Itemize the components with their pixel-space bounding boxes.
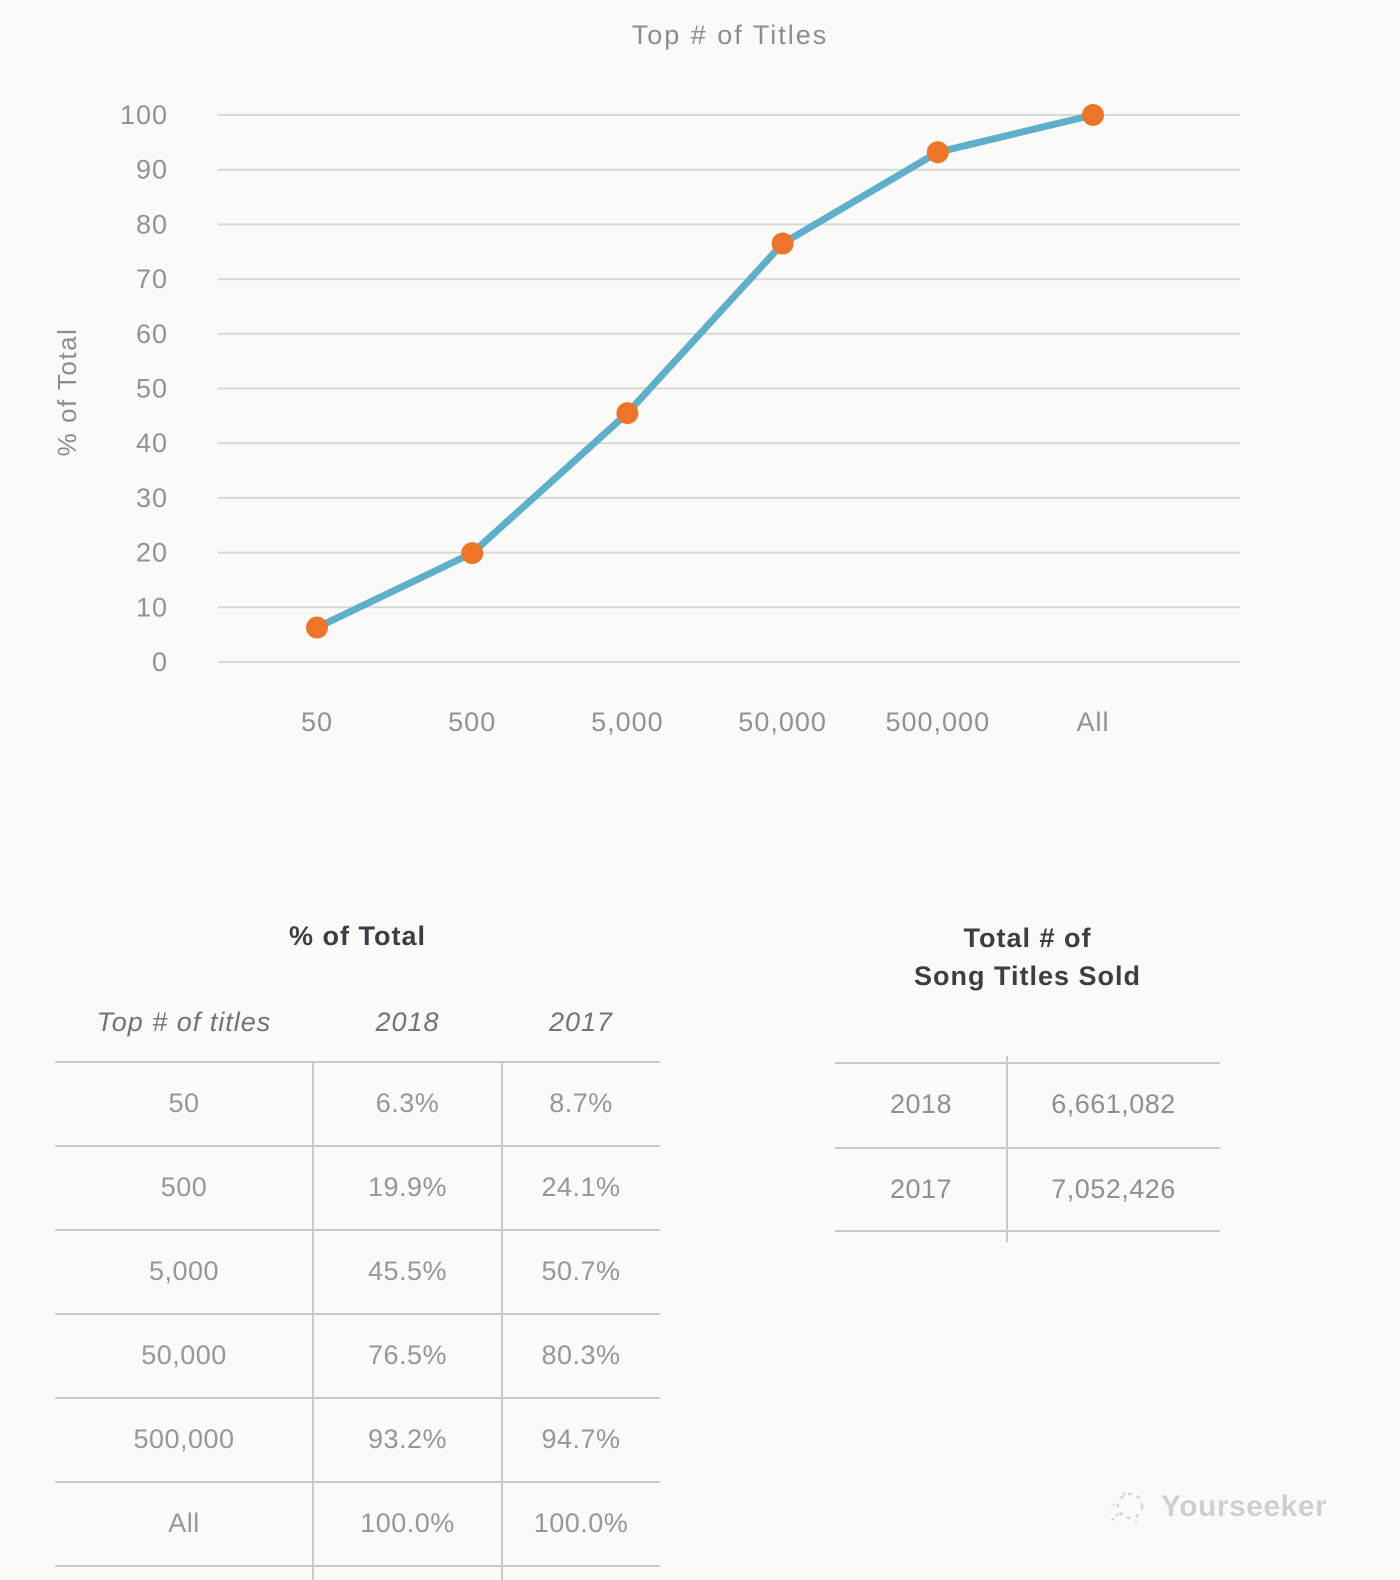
- table-line: [835, 1062, 1220, 1064]
- table-line: [55, 1481, 660, 1483]
- y-tick-label: 40: [136, 428, 168, 458]
- x-tick-label: 500: [448, 707, 496, 737]
- totals-table-title: Total # of Song Titles Sold: [913, 923, 1142, 991]
- table-line: [55, 1565, 660, 1567]
- y-tick-label: 10: [136, 592, 168, 622]
- table-row: All 100.0% 100.0%: [55, 1481, 660, 1565]
- pct-row-2018: 6.3%: [375, 1087, 440, 1118]
- y-tick-label: 50: [136, 374, 168, 404]
- table-line: [55, 1229, 660, 1231]
- data-point-marker: [926, 141, 949, 164]
- x-tick-label: 5,000: [591, 707, 664, 737]
- chart-title: Top # of Titles: [631, 20, 829, 50]
- pct-row-label: 500,000: [133, 1423, 235, 1454]
- y-tick-label: 0: [152, 647, 168, 677]
- pct-row-2017: 50.7%: [541, 1255, 621, 1286]
- pct-row-label: 500: [160, 1171, 208, 1202]
- table-row: 50 6.3% 8.7%: [55, 1061, 660, 1145]
- table-row: 50,000 76.5% 80.3%: [55, 1313, 660, 1397]
- x-tick-label: All: [1076, 707, 1109, 737]
- table-line: [835, 1147, 1220, 1149]
- y-tick-label: 90: [136, 155, 168, 185]
- table-line: [312, 1061, 314, 1580]
- y-axis-title: % of Total: [52, 328, 82, 457]
- data-point-marker: [306, 616, 328, 639]
- data-point-marker: [461, 542, 484, 565]
- totals-row-label: 2017: [889, 1174, 953, 1204]
- table-line: [835, 1230, 1220, 1232]
- table-row: 5,000 45.5% 50.7%: [55, 1229, 660, 1313]
- x-tick-label: 500,000: [885, 707, 990, 737]
- pct-row-label: 50,000: [141, 1339, 227, 1370]
- yourseeker-logo-icon: [1108, 1492, 1144, 1524]
- x-tick-label: 50: [301, 707, 333, 737]
- totals-row-value: 7,052,426: [1051, 1174, 1176, 1204]
- pct-row-2018: 93.2%: [367, 1423, 448, 1454]
- pct-table-title: % of Total: [289, 921, 426, 951]
- pct-row-2018: 100.0%: [360, 1507, 455, 1538]
- table-row: 2018 6,661,082: [835, 1062, 1220, 1147]
- table-line: [55, 1145, 660, 1147]
- pct-row-label: All: [168, 1507, 200, 1538]
- table-line: [1006, 1056, 1008, 1242]
- x-tick-label: 50,000: [738, 707, 827, 737]
- data-point-marker: [1082, 104, 1104, 126]
- data-point-marker: [771, 232, 794, 255]
- table-line: [501, 1061, 503, 1580]
- pct-header-2017: 2017: [548, 1006, 614, 1037]
- table-row: 2017 7,052,426: [835, 1147, 1220, 1232]
- table-line: [55, 1061, 660, 1063]
- y-tick-label: 20: [136, 538, 168, 568]
- pct-row-label: 5,000: [148, 1255, 220, 1286]
- y-tick-label: 70: [136, 264, 168, 294]
- totals-row-value: 6,661,082: [1051, 1089, 1176, 1119]
- watermark-text: Yourseeker: [1161, 1490, 1328, 1523]
- table-line: [55, 1313, 660, 1315]
- line-chart: 0 10 20 30 40 50 60 70 80 90 100 50 500 5,000 50,000 50…: [52, 100, 1240, 737]
- y-tick-label: 60: [136, 319, 168, 349]
- pct-row-2018: 45.5%: [367, 1255, 448, 1286]
- pct-row-2017: 24.1%: [541, 1171, 621, 1202]
- data-point-marker: [616, 402, 639, 425]
- pct-row-2017: 100.0%: [533, 1507, 629, 1538]
- table-line: [55, 1397, 660, 1399]
- table-row: 500,000 93.2% 94.7%: [55, 1397, 660, 1481]
- watermark: Yourseeker: [1106, 1482, 1327, 1532]
- y-tick-label: 30: [136, 483, 168, 513]
- pct-row-2018: 19.9%: [367, 1171, 448, 1202]
- totals-row-label: 2018: [889, 1089, 953, 1119]
- pct-table-header: Top # of titles 2018 2017: [55, 1000, 660, 1044]
- pct-row-label: 50: [168, 1087, 200, 1118]
- pct-row-2017: 80.3%: [541, 1339, 621, 1370]
- y-tick-label: 80: [136, 209, 168, 239]
- pct-header-2018: 2018: [375, 1006, 440, 1037]
- pct-row-2018: 76.5%: [367, 1339, 448, 1370]
- y-tick-label: 100: [120, 100, 168, 130]
- pct-row-2017: 8.7%: [549, 1087, 613, 1118]
- pct-header-titles: Top # of titles: [96, 1006, 272, 1037]
- pct-row-2017: 94.7%: [541, 1423, 621, 1454]
- data-series-line: [313, 111, 1097, 632]
- table-row: 500 19.9% 24.1%: [55, 1145, 660, 1229]
